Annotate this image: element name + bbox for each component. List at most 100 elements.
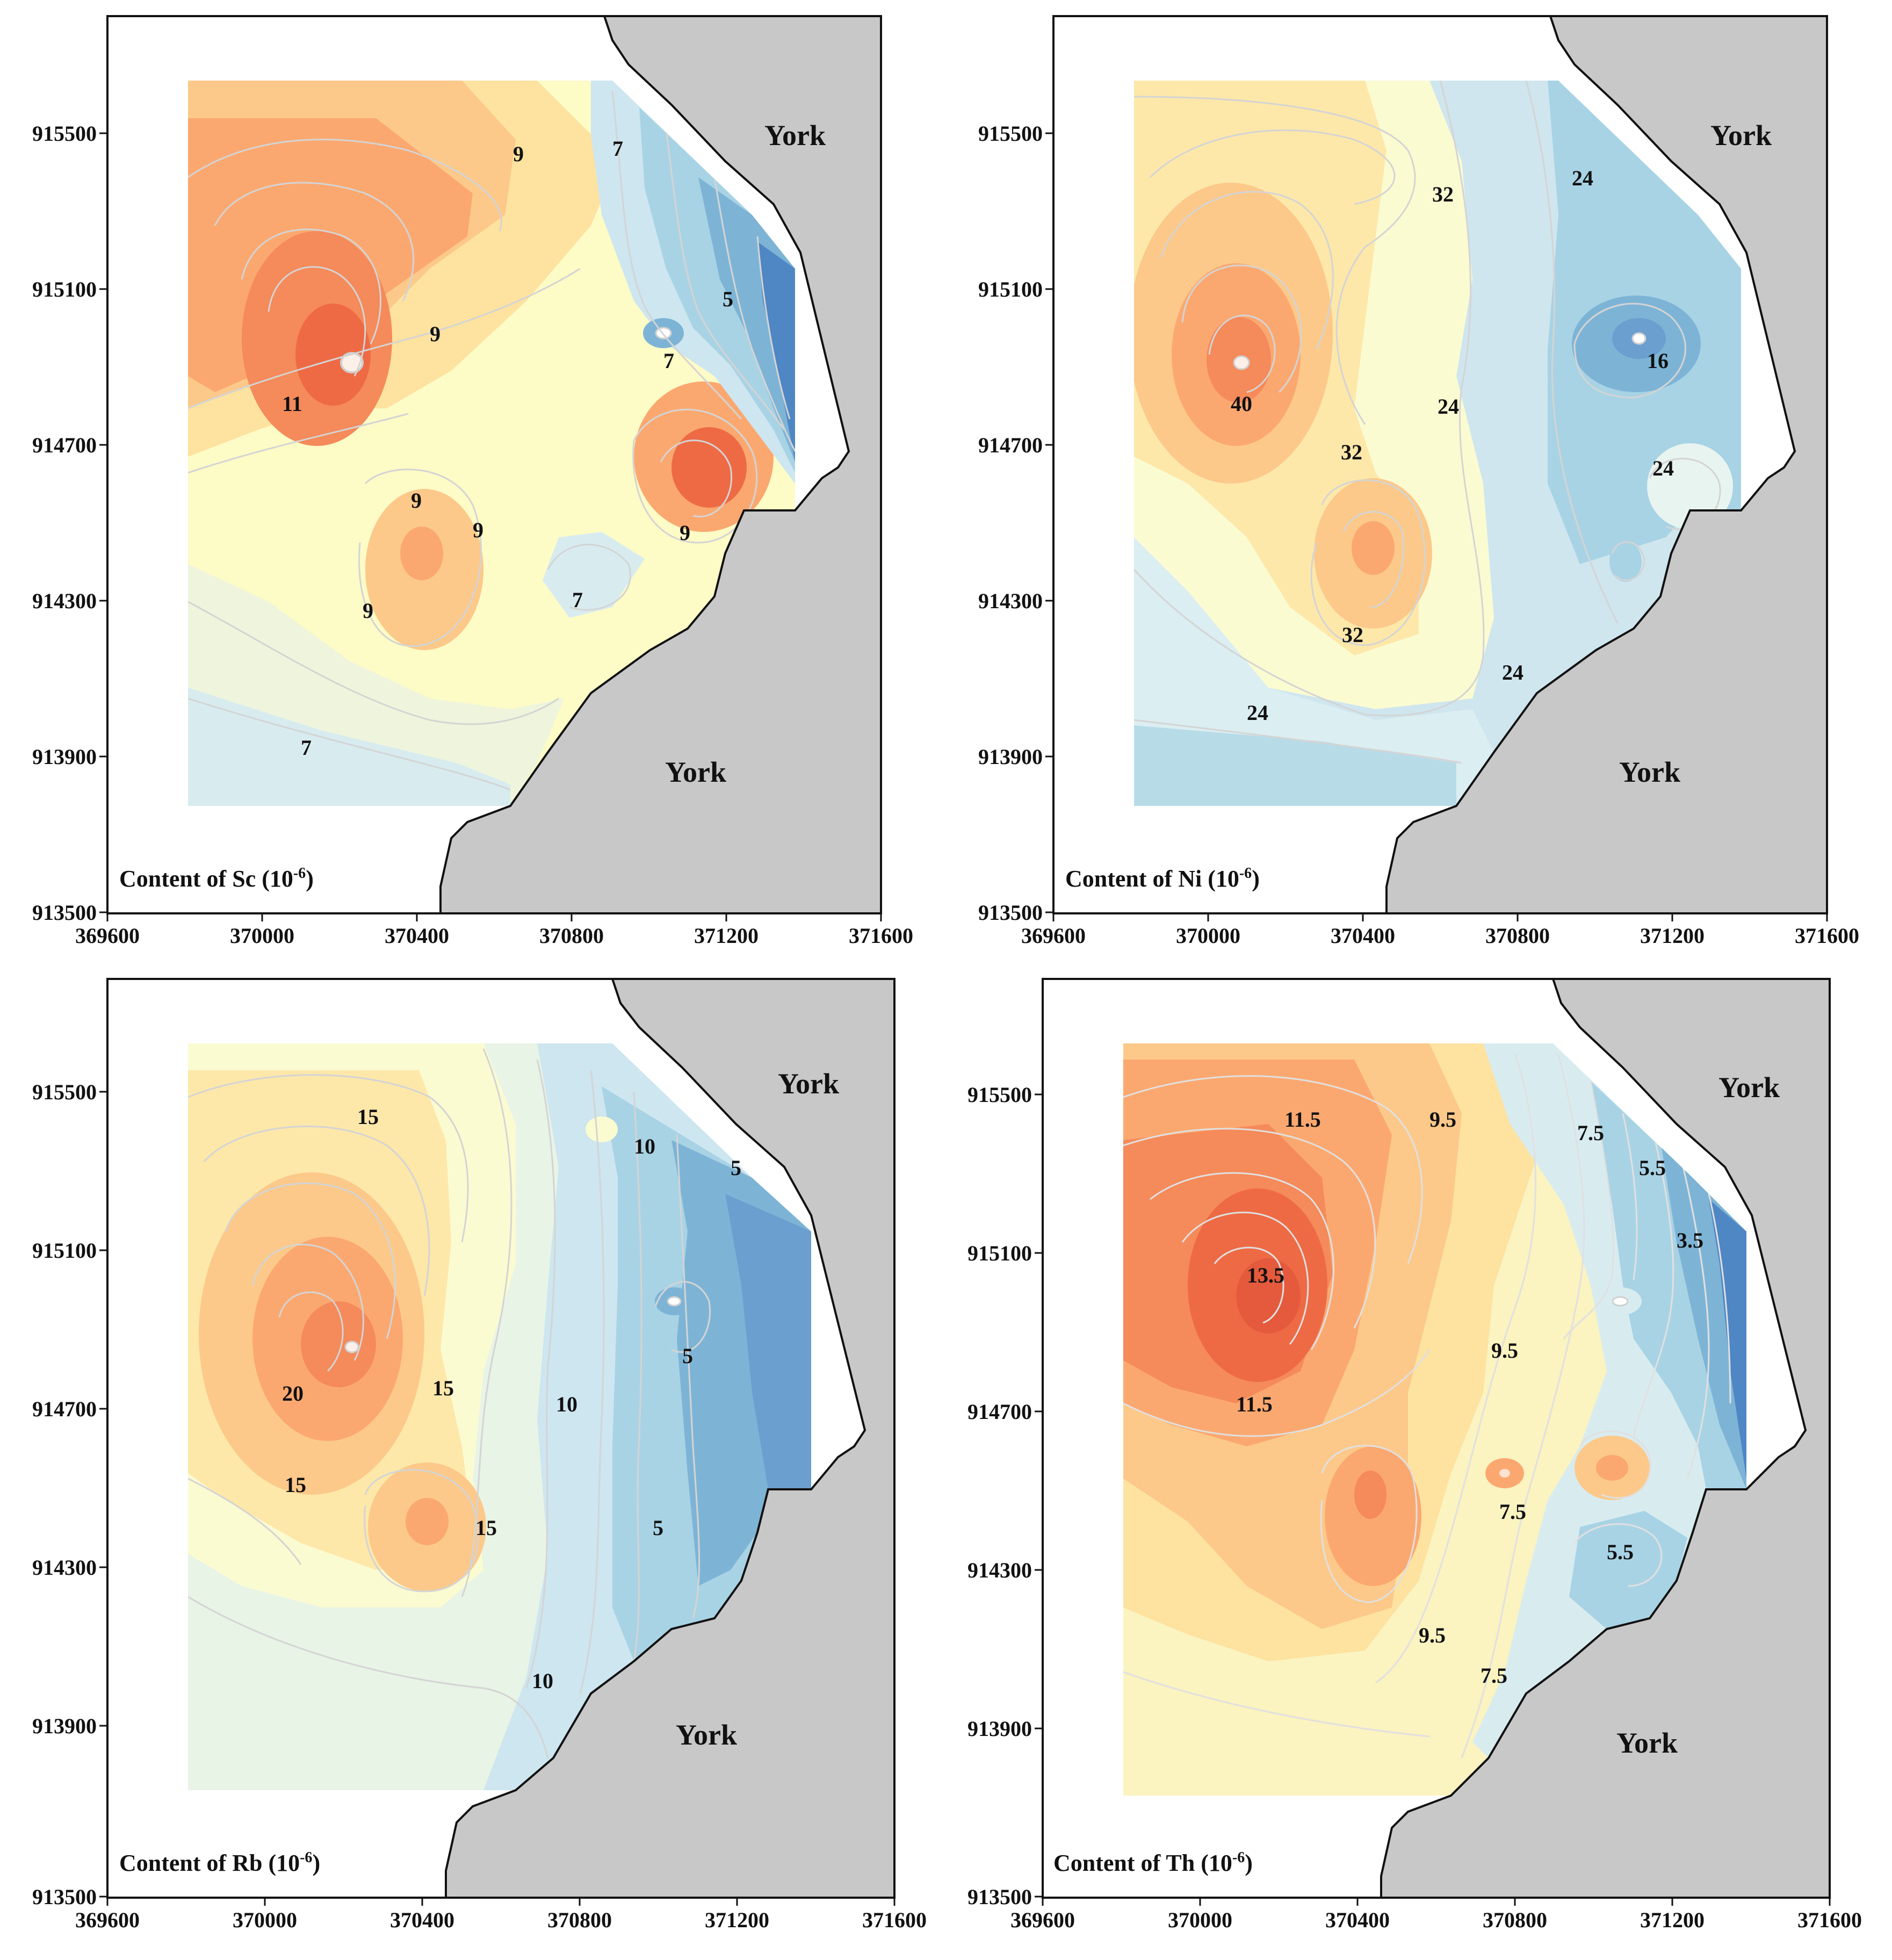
contour-label: 32	[1341, 440, 1362, 464]
contour-label: 10	[634, 1134, 655, 1158]
y-tick-label: 915500	[978, 121, 1043, 146]
plot-frame	[106, 978, 896, 1899]
x-tick-label: 371600	[849, 924, 913, 948]
contour-label: 15	[357, 1105, 379, 1129]
land-mass	[440, 16, 881, 913]
contour-label: 5.5	[1639, 1156, 1666, 1180]
y-tick-label: 914700	[32, 433, 97, 457]
land-label-york: York	[1718, 1071, 1780, 1104]
y-axis-ticks	[1045, 132, 1053, 913]
x-tick-label: 370400	[1325, 1908, 1390, 1932]
y-axis-ticks	[1035, 1093, 1043, 1898]
contour-label: 24	[1247, 701, 1268, 725]
land-label-york: York	[1619, 756, 1680, 788]
x-tick-label: 369600	[1021, 924, 1086, 948]
panel-title: Content of Th (10-6)	[1053, 1849, 1253, 1876]
y-tick-label: 914300	[32, 1555, 97, 1580]
land-label-york: York	[1616, 1727, 1678, 1759]
ni-contour-lines	[1134, 81, 1721, 764]
y-tick-label: 913500	[32, 900, 97, 925]
y-tick-label: 914300	[978, 589, 1043, 613]
sc-contour-lines	[188, 91, 795, 791]
plot-frame	[1042, 978, 1831, 1899]
contour-label: 9.5	[1491, 1338, 1518, 1363]
x-tick-label: 371200	[705, 1908, 769, 1932]
y-tick-label: 913900	[32, 1714, 97, 1738]
x-tick-label: 370800	[1485, 924, 1550, 948]
x-tick-label: 370400	[1331, 924, 1395, 948]
y-tick-label: 914300	[32, 589, 97, 613]
y-tick-label: 915100	[32, 1238, 97, 1263]
contour-label: 10	[532, 1669, 553, 1693]
land-mass	[1386, 16, 1827, 913]
land-mass	[1381, 979, 1830, 1898]
land-label-york: York	[764, 119, 826, 152]
rb-contour-lines	[188, 1048, 711, 1759]
contour-label: 9	[473, 518, 483, 542]
x-tick-label: 370400	[390, 1908, 454, 1932]
x-tick-label: 371600	[1797, 1908, 1862, 1932]
contour-label: 9	[680, 521, 690, 545]
plot-frame	[106, 15, 882, 914]
x-tick-label: 369600	[1010, 1908, 1075, 1932]
coastline	[439, 16, 850, 913]
contour-label: 5	[731, 1156, 741, 1180]
y-axis-ticks	[99, 1091, 107, 1898]
panel-title: Content of Sc (10-6)	[119, 865, 314, 892]
x-tick-label: 370000	[233, 1908, 297, 1932]
y-tick-label: 915100	[967, 1241, 1032, 1265]
y-tick-label: 914300	[967, 1558, 1032, 1582]
x-tick-label: 369600	[75, 1908, 140, 1932]
contour-label: 24	[1438, 394, 1459, 419]
contour-label: 11.5	[1284, 1107, 1321, 1132]
contour-label: 13.5	[1247, 1263, 1284, 1287]
y-tick-label: 915500	[967, 1083, 1032, 1107]
land-label-york: York	[676, 1719, 737, 1751]
contour-label: 9	[411, 488, 422, 513]
contour-label: 32	[1342, 623, 1363, 647]
y-tick-label: 914700	[967, 1400, 1032, 1424]
contour-label: 7.5	[1499, 1500, 1526, 1524]
map-ni-svg: 915500 915100 914700 914300 913900 91350…	[978, 15, 1859, 948]
contour-label: 7	[612, 136, 623, 161]
y-tick-label: 913500	[967, 1885, 1032, 1909]
land-label-york: York	[1710, 119, 1772, 152]
contour-label: 9	[430, 322, 440, 346]
x-axis-ticks	[106, 1898, 896, 1906]
contour-label: 10	[556, 1392, 577, 1416]
y-tick-label: 915500	[32, 121, 97, 146]
land-label-york: York	[778, 1068, 839, 1100]
map-panel-th: 915500 915100 914700 914300 913900 91350…	[946, 963, 1892, 1960]
y-axis-ticks	[99, 132, 107, 913]
x-tick-label: 369600	[75, 924, 140, 948]
y-tick-label: 913500	[32, 1885, 97, 1909]
y-tick-label: 915500	[32, 1080, 97, 1104]
x-tick-label: 371200	[1640, 1908, 1705, 1932]
contour-label: 24	[1572, 166, 1593, 190]
x-tick-label: 370400	[385, 924, 449, 948]
contour-label: 15	[285, 1473, 306, 1497]
x-tick-label: 371200	[1640, 924, 1705, 948]
plot-frame	[1052, 15, 1828, 914]
map-rb-svg: 915500 915100 914700 914300 913900 91350…	[32, 978, 927, 1932]
contour-label: 5.5	[1607, 1540, 1634, 1564]
contour-label: 11	[282, 392, 302, 416]
contour-label: 11.5	[1236, 1392, 1273, 1416]
contour-label: 15	[475, 1516, 497, 1540]
map-panel-ni: 915500 915100 914700 914300 913900 91350…	[946, 0, 1892, 980]
x-axis-ticks	[1052, 913, 1828, 921]
contour-label: 9	[513, 142, 524, 166]
contour-label: 16	[1647, 349, 1669, 373]
y-tick-label: 914700	[32, 1397, 97, 1421]
contour-label: 20	[282, 1381, 304, 1406]
x-axis-ticks	[1042, 1898, 1831, 1906]
contour-label: 7	[572, 588, 583, 612]
map-panel-sc: 915500 915100 914700 914300 913900 91350…	[0, 0, 946, 980]
x-tick-label: 370000	[230, 924, 294, 948]
land-mass	[446, 979, 894, 1898]
x-tick-label: 370800	[547, 1908, 612, 1932]
panel-title: Content of Ni (10-6)	[1065, 865, 1260, 892]
th-zone-3-5	[1709, 1199, 1746, 1479]
coastline	[1385, 16, 1796, 913]
y-tick-label: 915100	[978, 277, 1043, 301]
